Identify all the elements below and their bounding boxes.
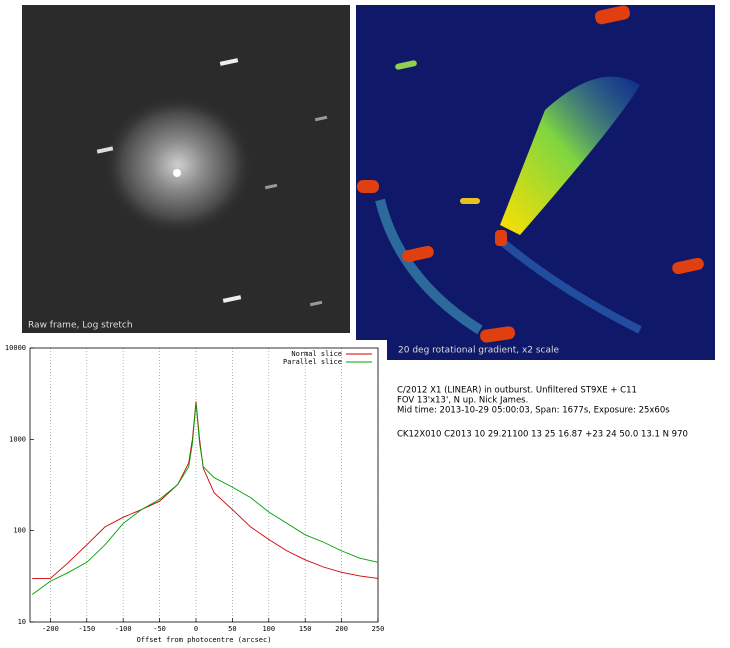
y-tick-label: 10000 — [5, 344, 26, 352]
note-line: C/2012 X1 (LINEAR) in outburst. Unfilter… — [397, 386, 637, 396]
x-tick-label: 150 — [299, 625, 312, 633]
image-caption: 20 deg rotational gradient, x2 scale — [398, 346, 560, 356]
y-tick-label: 10 — [18, 618, 26, 626]
note-line: Mid time: 2013-10-29 05:00:03, Span: 167… — [397, 406, 670, 416]
x-tick-label: -100 — [115, 625, 132, 633]
y-tick-label: 100 — [13, 527, 26, 535]
x-tick-label: 0 — [194, 625, 198, 633]
legend-label: Normal slice — [291, 350, 342, 358]
x-axis-label: Offset from photocentre (arcsec) — [137, 636, 272, 644]
x-tick-label: -200 — [42, 625, 59, 633]
legend-label: Parallel slice — [283, 358, 342, 366]
data-line — [31, 402, 379, 595]
chart-background — [22, 340, 387, 648]
x-tick-label: 100 — [262, 625, 275, 633]
plot-frame — [29, 347, 379, 623]
x-tick-label: -50 — [153, 625, 166, 633]
processed-image: 20 deg rotational gradient, x2 scale — [356, 5, 715, 360]
x-tick-label: 250 — [372, 625, 385, 633]
x-tick-label: 200 — [335, 625, 348, 633]
catalog-line: CK12X010 C2013 10 29.21100 13 25 16.87 +… — [397, 430, 688, 440]
y-tick-label: 1000 — [9, 435, 26, 443]
x-tick-label: -150 — [78, 625, 95, 633]
chart: -200 -150 -100 -50 0 50 100 150 200 250 10 100 1000 1… — [5, 344, 384, 644]
x-tick-label: 50 — [228, 625, 236, 633]
note-line: FOV 13'x13', N up. Nick James. — [397, 396, 528, 406]
raw-frame-image: Raw frame, Log stretch — [22, 5, 350, 333]
image-caption: Raw frame, Log stretch — [28, 321, 133, 331]
notes: C/2012 X1 (LINEAR) in outburst. Unfilter… — [397, 386, 688, 440]
